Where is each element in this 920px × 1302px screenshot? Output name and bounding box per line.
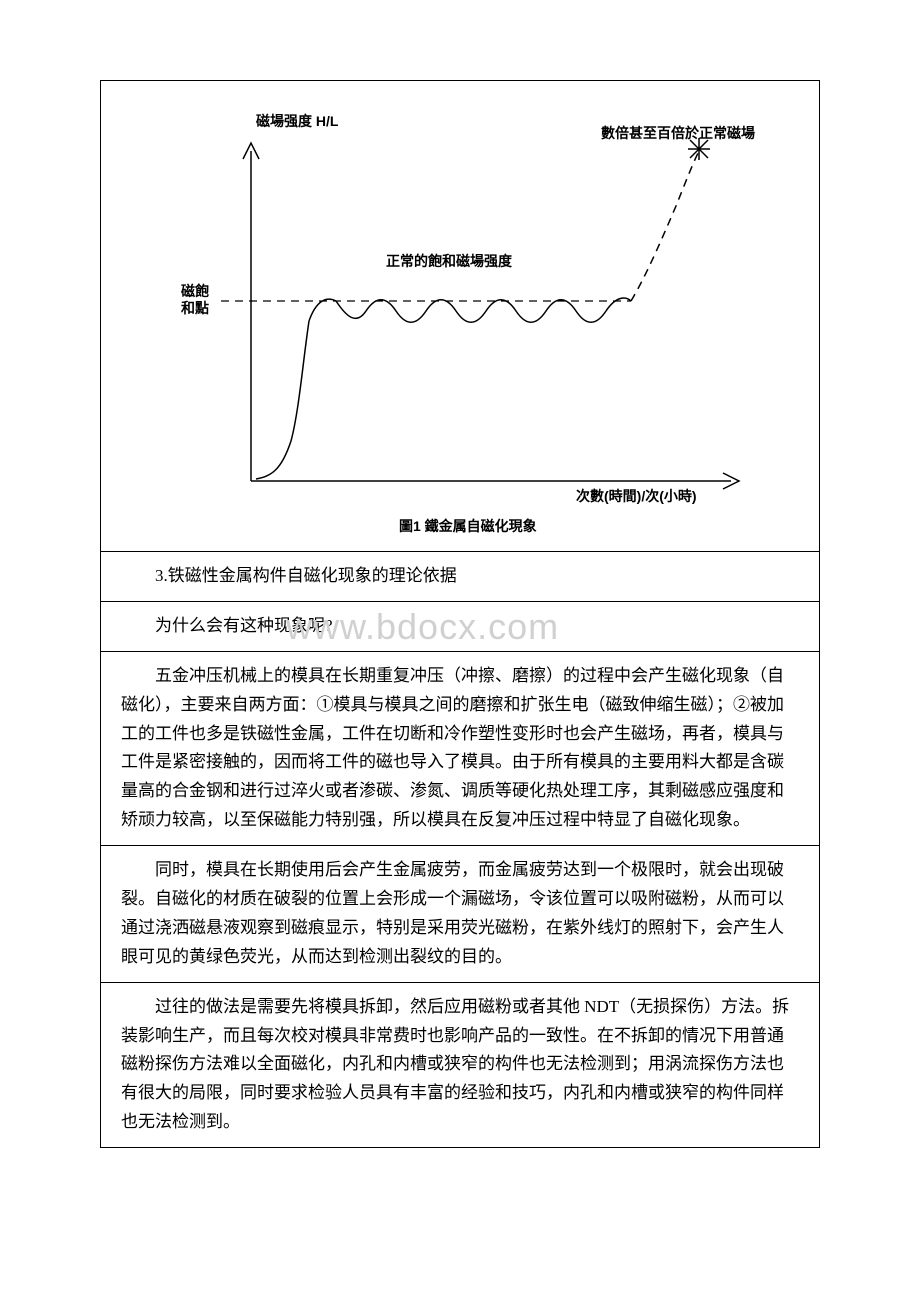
figure-cell: 磁場强度 H/L 數倍甚至百倍於正常磁場 正常的飽和磁場强度 磁飽 和點 次數(… [101,81,819,552]
y-axis-label: 磁場强度 H/L [256,111,338,131]
heading-cell: 3.铁磁性金属构件自磁化现象的理论依据 [101,552,819,602]
x-axis-label: 次數(時間)/次(小時) [576,486,697,506]
watermark: www.bdocx.com [286,596,559,657]
top-right-label: 數倍甚至百倍於正常磁場 [601,123,781,143]
para1-cell: 五金冲压机械上的模具在长期重复冲压（冲擦、磨擦）的过程中会产生磁化现象（自磁化）… [101,652,819,846]
figure-caption: 圖1 鐵金属自磁化現象 [399,516,537,536]
para2-cell: 同时，模具在长期使用后会产生金属疲劳，而金属疲劳达到一个极限时，就会出现破裂。自… [101,846,819,983]
paragraph-1: 五金冲压机械上的模具在长期重复冲压（冲擦、磨擦）的过程中会产生磁化现象（自磁化）… [121,662,799,835]
document-page: 磁場强度 H/L 數倍甚至百倍於正常磁場 正常的飽和磁場强度 磁飽 和點 次數(… [0,0,920,1208]
paragraph-3: 过往的做法是需要先将模具拆卸，然后应用磁粉或者其他 NDT（无损探伤）方法。拆装… [121,993,799,1137]
chart-svg [141,101,781,541]
saturation-label: 正常的飽和磁場强度 [386,251,512,271]
sat-line1: 磁飽 [181,283,209,299]
paragraph-2: 同时，模具在长期使用后会产生金属疲劳，而金属疲劳达到一个极限时，就会出现破裂。自… [121,856,799,972]
para3-cell: 过往的做法是需要先将模具拆卸，然后应用磁粉或者其他 NDT（无损探伤）方法。拆装… [101,983,819,1147]
figure-area: 磁場强度 H/L 數倍甚至百倍於正常磁場 正常的飽和磁場强度 磁飽 和點 次數(… [141,101,781,541]
question-cell: 为什么会有这种现象呢? www.bdocx.com [101,602,819,652]
content-frame: 磁場强度 H/L 數倍甚至百倍於正常磁場 正常的飽和磁場强度 磁飽 和點 次數(… [100,80,820,1148]
section-heading: 3.铁磁性金属构件自磁化现象的理论依据 [121,562,799,591]
sat-line2: 和點 [181,300,209,316]
saturation-point-label: 磁飽 和點 [181,283,209,317]
